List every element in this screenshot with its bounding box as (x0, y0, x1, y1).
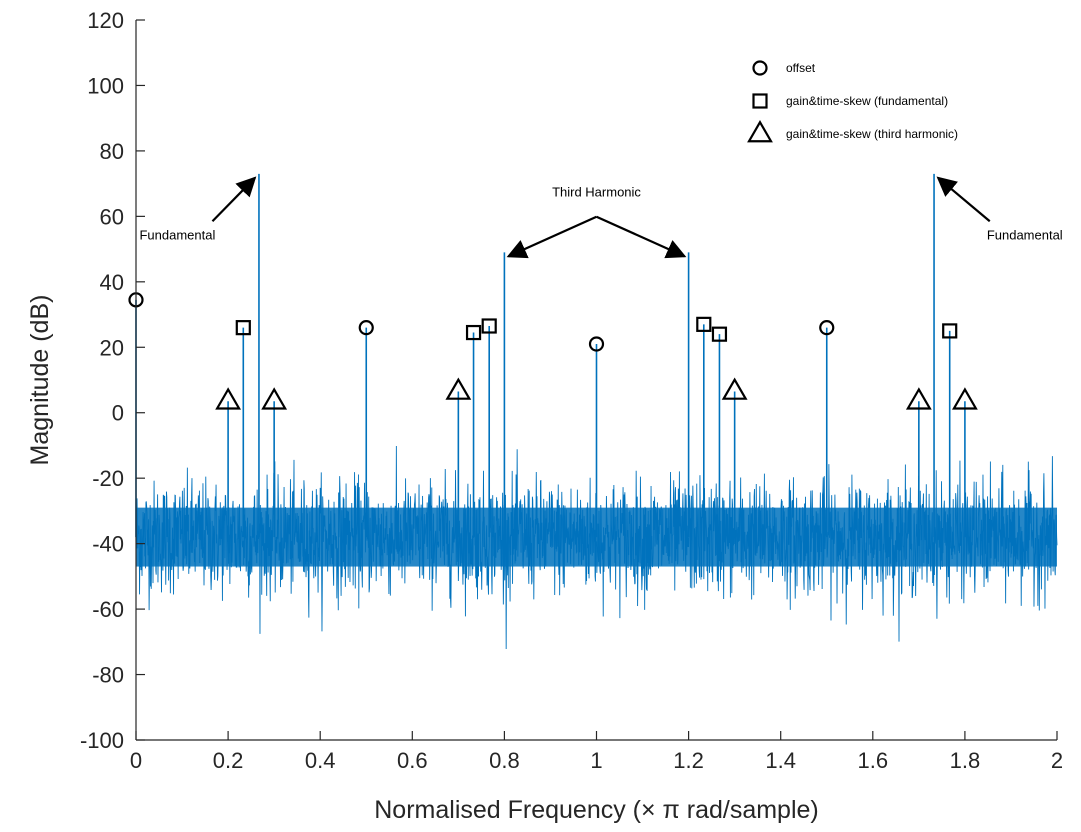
y-tick-label: 100 (87, 73, 124, 98)
annotation-arrow (936, 176, 991, 223)
y-tick-label: 120 (87, 8, 124, 33)
circle-marker (819, 320, 835, 336)
legend-square-marker (752, 93, 768, 109)
legend-circle-marker (752, 60, 768, 76)
square-marker (235, 320, 251, 336)
x-tick-label: 0 (130, 748, 142, 773)
x-tick-label: 0.2 (213, 748, 244, 773)
y-axis-label: Magnitude (dB) (26, 295, 54, 466)
x-tick-label: 2 (1051, 748, 1063, 773)
triangle-marker (905, 387, 932, 410)
y-tick-label: 60 (100, 204, 124, 229)
y-tick-label: 40 (100, 270, 124, 295)
x-tick-label: 1.2 (673, 748, 704, 773)
annotation-label: Fundamental (987, 227, 1063, 242)
annotations: Fundamental Third Harmonic Fundamental (139, 176, 1063, 259)
x-tick-label: 0.6 (397, 748, 428, 773)
triangle-marker (215, 387, 242, 410)
annotation-arrow (596, 215, 687, 259)
y-tick-label: -60 (92, 597, 124, 622)
square-marker (696, 316, 712, 332)
square-marker (711, 326, 728, 342)
triangle-marker (261, 387, 288, 410)
spike-markers (128, 292, 978, 410)
annotation-label: Third Harmonic (552, 185, 641, 200)
square-marker (942, 323, 958, 339)
x-tick-label: 1.4 (765, 748, 796, 773)
legend-label: gain&time-skew (third harmonic) (786, 127, 958, 141)
triangle-marker (721, 377, 748, 400)
y-tick-label: 20 (100, 335, 124, 360)
y-tick-label: 0 (112, 401, 124, 426)
legend-label: offset (786, 61, 816, 75)
square-marker (465, 324, 482, 341)
x-axis-label: Normalised Frequency (× π rad/sample) (374, 796, 819, 824)
y-tick-label: -80 (92, 663, 124, 688)
y-tick-label: 80 (100, 139, 124, 164)
x-tick-label: 1.8 (950, 748, 981, 773)
annotation-arrow (211, 176, 257, 223)
x-tick-label: 0.8 (489, 748, 520, 773)
square-marker (481, 318, 497, 334)
circle-marker (358, 320, 374, 336)
circle-marker (588, 336, 605, 352)
x-tick-label: 1 (590, 748, 602, 773)
x-tick-label: 1.6 (858, 748, 889, 773)
spike-lines (135, 173, 966, 538)
x-tick-label: 0.4 (305, 748, 336, 773)
y-tick-label: -20 (92, 466, 124, 491)
axes: 0 0.2 0.4 0.6 0.8 1 1.2 1.4 1.6 1.8 2 -100 -80 -60 -40… (80, 8, 1063, 773)
legend: offset gain&time-skew (fundamental) gain&t… (747, 60, 958, 143)
annotation-label: Fundamental (139, 227, 215, 242)
triangle-marker (445, 377, 472, 400)
legend-triangle-marker (747, 120, 773, 143)
y-tick-label: -100 (80, 728, 124, 753)
annotation-arrow (506, 215, 597, 259)
triangle-marker (951, 387, 978, 410)
legend-label: gain&time-skew (fundamental) (786, 94, 948, 108)
y-tick-label: -40 (92, 532, 124, 557)
